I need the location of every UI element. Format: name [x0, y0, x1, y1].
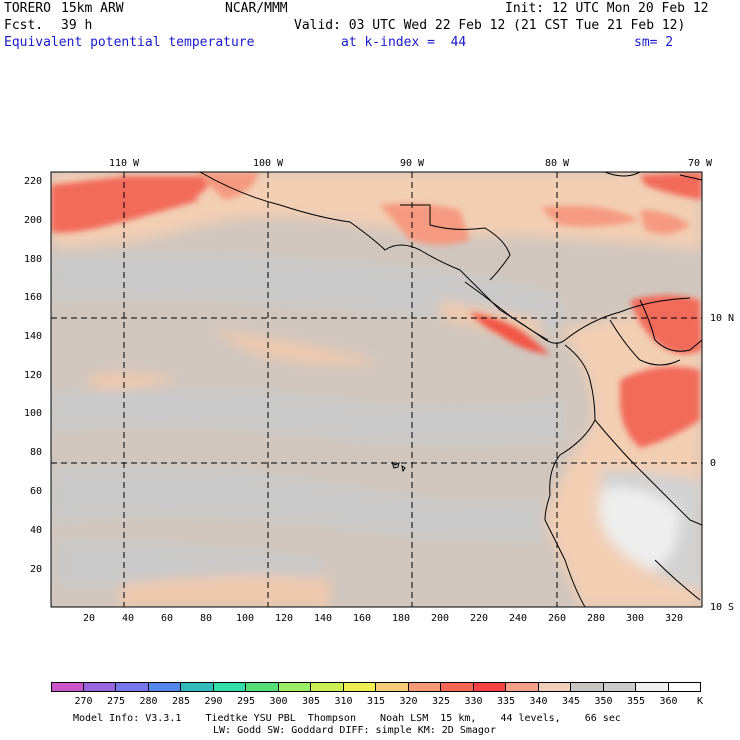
valid-time: Valid: 03 UTC Wed 22 Feb 12 (21 CST Tue … [294, 18, 686, 33]
level-index: at k-index = 44 [341, 35, 467, 50]
colorbar-swatch [51, 682, 84, 692]
y-tick-label: 180 [24, 254, 43, 265]
colorbar-label: 270 [74, 696, 93, 707]
colorbar-label: 340 [529, 696, 548, 707]
x-tick-label: 100 [235, 613, 255, 624]
lat-label-0: 0 [710, 458, 717, 469]
colorbar-label: 305 [301, 696, 321, 707]
colorbar-label: 330 [464, 696, 483, 707]
colorbar-swatch [668, 682, 701, 692]
colorbar-swatch [83, 682, 116, 692]
colorbar-swatch [506, 682, 539, 692]
lat-lon-grid [51, 172, 702, 607]
y-tick-label: 60 [30, 486, 43, 497]
lon-label-110w: 110 W [108, 158, 140, 169]
colorbar-label: 350 [594, 696, 613, 707]
x-tick-label: 260 [547, 613, 567, 624]
x-tick-label: 140 [313, 613, 333, 624]
forecast-label: Fcst. [4, 18, 44, 33]
colorbar-label: 335 [496, 696, 516, 707]
y-tick-label: 220 [24, 176, 43, 187]
colorbar-label: 275 [106, 696, 126, 707]
colorbar-swatch [441, 682, 474, 692]
model-info-line1: Model Info: V3.3.1 Tiedtke YSU PBL Thomp… [73, 713, 621, 724]
colorbar-swatch [473, 682, 506, 692]
init-time: Init: 12 UTC Mon 20 Feb 12 [505, 1, 709, 16]
colorbar-label: 285 [171, 696, 191, 707]
lon-label-80w: 80 W [544, 158, 570, 169]
colorbar-label: 345 [561, 696, 581, 707]
colorbar-swatch [603, 682, 636, 692]
colorbar-label: 300 [269, 696, 288, 707]
colorbar-label: 315 [366, 696, 386, 707]
y-tick-label: 120 [24, 370, 43, 381]
colorbar-unit: K [697, 696, 704, 707]
lon-label-100w: 100 W [252, 158, 284, 169]
x-tick-label: 200 [430, 613, 450, 624]
y-tick-label: 20 [30, 564, 43, 575]
colorbar-swatch [636, 682, 669, 692]
x-tick-label: 40 [121, 613, 135, 624]
colorbar-swatch [278, 682, 311, 692]
x-tick-label: 320 [664, 613, 684, 624]
y-tick-label: 160 [24, 292, 43, 303]
colorbar-swatch [343, 682, 376, 692]
colorbar-swatch [408, 682, 441, 692]
y-tick-label: 200 [24, 215, 43, 226]
x-tick-label: 220 [469, 613, 489, 624]
theta-e-field [51, 172, 702, 607]
model-resolution: 15km ARW [61, 1, 124, 16]
lat-label-10s: 10 S [710, 602, 735, 613]
x-tick-label: 300 [625, 613, 645, 624]
colorbar-swatch [148, 682, 181, 692]
colorbar-label: 360 [659, 696, 678, 707]
colorbar-label: 295 [236, 696, 256, 707]
x-tick-label: 180 [391, 613, 411, 624]
colorbar-label: 290 [204, 696, 223, 707]
y-tick-label: 80 [30, 447, 43, 458]
field-name: Equivalent potential temperature [4, 35, 255, 50]
colorbar-swatch [213, 682, 246, 692]
colorbar-label: 280 [139, 696, 158, 707]
colorbar-swatch [311, 682, 344, 692]
x-tick-label: 60 [160, 613, 174, 624]
model-info-line2: LW: Godd SW: Goddard DIFF: simple KM: 2D… [213, 725, 496, 736]
colorbar-swatch [538, 682, 571, 692]
colorbar-swatch [246, 682, 279, 692]
colorbar-swatch [181, 682, 214, 692]
lat-label-10n: 10 N [710, 313, 735, 324]
colorbar-label: 320 [399, 696, 418, 707]
smoothing: sm= 2 [634, 35, 674, 50]
y-tick-label: 100 [24, 408, 43, 419]
lon-label-70w: 70 W [687, 158, 713, 169]
colorbar-swatch [571, 682, 604, 692]
y-tick-label: 40 [30, 525, 43, 536]
x-tick-label: 280 [586, 613, 606, 624]
x-tick-label: 80 [199, 613, 213, 624]
model-name: TORERO [4, 1, 51, 16]
coastlines [199, 172, 702, 607]
colorbar-label: 355 [626, 696, 646, 707]
x-tick-label: 160 [352, 613, 372, 624]
x-tick-label: 240 [508, 613, 528, 624]
plot-frame [50, 171, 703, 608]
lon-label-90w: 90 W [399, 158, 425, 169]
colorbar-label: 310 [334, 696, 353, 707]
y-tick-label: 140 [24, 331, 43, 342]
colorbar-label: 325 [431, 696, 451, 707]
institution: NCAR/MMM [225, 1, 288, 16]
forecast-hour: 39 h [61, 18, 93, 33]
x-tick-label: 20 [82, 613, 96, 624]
colorbar-swatch [376, 682, 409, 692]
colorbar-swatch [116, 682, 149, 692]
x-tick-label: 120 [274, 613, 294, 624]
